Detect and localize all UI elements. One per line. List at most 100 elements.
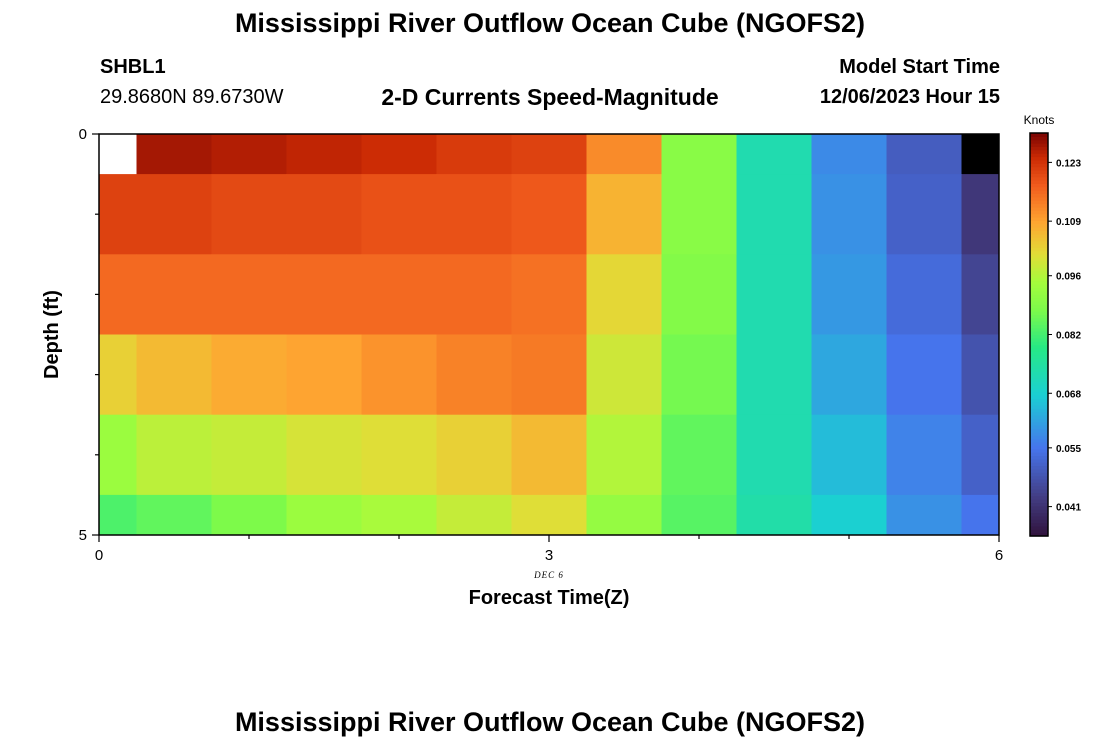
colorbar-segment	[1030, 468, 1048, 473]
heatmap-cell	[99, 414, 137, 496]
colorbar-segment	[1030, 445, 1048, 450]
heatmap-cell	[436, 494, 512, 536]
colorbar-segment	[1030, 270, 1048, 275]
colorbar-title: Knots	[1024, 113, 1055, 127]
colorbar-segment	[1030, 529, 1048, 534]
heatmap-cell	[586, 414, 662, 496]
heatmap-cell	[961, 134, 1000, 175]
colorbar-segment	[1030, 361, 1048, 366]
colorbar-segment	[1030, 505, 1048, 510]
colorbar-segment	[1030, 260, 1048, 265]
chart-subtitle: 2-D Currents Speed-Magnitude	[381, 84, 719, 110]
heatmap-cell	[136, 494, 212, 536]
colorbar-segment	[1030, 166, 1048, 171]
heatmap-cell	[136, 134, 212, 175]
heatmap-cell	[99, 494, 137, 536]
heatmap-cell	[361, 494, 437, 536]
heatmap-cell	[511, 254, 587, 335]
colorbar-segment	[1030, 294, 1048, 299]
colorbar-segment	[1030, 206, 1048, 211]
colorbar-segment	[1030, 455, 1048, 460]
x-tick-label: 3	[545, 547, 553, 564]
x-axis-date-note: DEC 6	[533, 570, 564, 580]
colorbar-segment	[1030, 163, 1048, 168]
heatmap-cell	[436, 334, 512, 416]
colorbar-segment	[1030, 133, 1048, 137]
colorbar-segment	[1030, 341, 1048, 346]
axes: 0 3 605	[79, 126, 1004, 564]
colorbar-segment	[1030, 472, 1048, 477]
colorbar-segment	[1030, 203, 1048, 208]
colorbar-segment	[1030, 314, 1048, 319]
colorbar-segment	[1030, 146, 1048, 151]
colorbar-segment	[1030, 478, 1048, 483]
colorbar-segment	[1030, 371, 1048, 376]
colorbar-segment	[1030, 257, 1048, 262]
colorbar-segment	[1030, 401, 1048, 406]
heatmap-cell	[661, 254, 737, 335]
colorbar-segment	[1030, 337, 1048, 342]
station-coordinates: 29.8680N 89.6730W	[100, 86, 284, 108]
colorbar-tick-label: 0.055	[1056, 444, 1081, 455]
colorbar-segment	[1030, 374, 1048, 379]
heatmap-cell	[211, 174, 287, 255]
colorbar-segment	[1030, 398, 1048, 403]
colorbar-segment	[1030, 462, 1048, 467]
colorbar-segment	[1030, 237, 1048, 242]
heatmap-cell	[661, 134, 737, 175]
heatmap-cell	[99, 174, 137, 255]
heatmap-cell	[436, 134, 512, 175]
heatmap-cell	[811, 334, 887, 416]
colorbar-segment	[1030, 223, 1048, 228]
colorbar-segment	[1030, 408, 1048, 413]
colorbar-segment	[1030, 300, 1048, 305]
heatmap-cell	[286, 134, 362, 175]
heatmap-cell	[361, 334, 437, 416]
heatmap-cell	[286, 174, 362, 255]
heatmap-cell	[211, 134, 287, 175]
heatmap-cell	[961, 494, 1000, 536]
heatmap-cell	[511, 494, 587, 536]
colorbar-segment	[1030, 394, 1048, 399]
colorbar-tick-label: 0.041	[1056, 503, 1081, 514]
colorbar-segment	[1030, 418, 1048, 423]
colorbar-segment	[1030, 173, 1048, 178]
heatmap-cell	[961, 334, 1000, 416]
colorbar-segment	[1030, 435, 1048, 440]
colorbar-segment	[1030, 284, 1048, 289]
colorbar-segment	[1030, 519, 1048, 524]
heatmap-chart: 0 3 605 Forecast Time(Z) Depth (ft) DEC 6 …	[41, 113, 1081, 609]
colorbar-segment	[1030, 425, 1048, 430]
colorbar-segment	[1030, 227, 1048, 231]
heatmap-cell	[361, 134, 437, 175]
colorbar-segment	[1030, 136, 1048, 141]
colorbar-segment	[1030, 421, 1048, 426]
colorbar-tick-label: 0.123	[1056, 158, 1081, 169]
heatmap-cell	[961, 254, 1000, 335]
heatmap-cell	[211, 334, 287, 416]
heatmap-cell	[661, 334, 737, 416]
colorbar-segment	[1030, 243, 1048, 248]
x-axis-title: Forecast Time(Z)	[469, 587, 630, 609]
heatmap-cell	[961, 174, 1000, 255]
heatmap-cell	[211, 254, 287, 335]
station-id: SHBL1	[100, 56, 166, 78]
heatmap-cell	[286, 254, 362, 335]
x-tick-label: 0	[95, 547, 103, 564]
colorbar-segment	[1030, 139, 1048, 144]
colorbar-segment	[1030, 415, 1048, 420]
heatmap-cell	[811, 254, 887, 335]
colorbar-segment	[1030, 495, 1048, 500]
heatmap-cell	[736, 334, 812, 416]
y-tick-label: 0	[79, 126, 87, 143]
colorbar-segment	[1030, 458, 1048, 463]
heatmap-cell	[811, 174, 887, 255]
colorbar-segment	[1030, 515, 1048, 520]
colorbar-segment	[1030, 310, 1048, 315]
colorbar-segment	[1030, 358, 1048, 362]
colorbar-segment	[1030, 522, 1048, 527]
colorbar-segment	[1030, 277, 1048, 282]
colorbar-segment	[1030, 240, 1048, 245]
heatmap-cell	[736, 414, 812, 496]
colorbar-segment	[1030, 452, 1048, 456]
